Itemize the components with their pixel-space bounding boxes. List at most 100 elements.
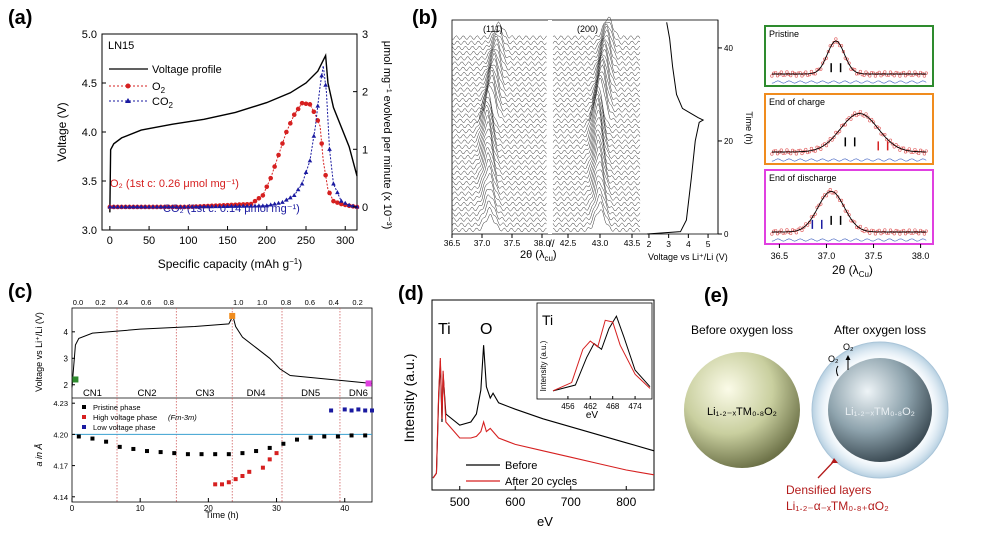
o2-point bbox=[335, 200, 340, 205]
a-xtick-label: 100 bbox=[179, 235, 197, 247]
inset-data-point bbox=[841, 203, 846, 207]
xrd-trace-200 bbox=[552, 161, 641, 196]
peak-111: (111) bbox=[483, 24, 503, 34]
c-top-tick: 0.4 bbox=[118, 298, 128, 307]
co2-point bbox=[268, 202, 273, 207]
volt-tick-label: 2 bbox=[647, 239, 652, 249]
panel-b-letter: (b) bbox=[412, 7, 438, 29]
inset-data-point bbox=[834, 190, 838, 194]
inset-data-point bbox=[907, 70, 911, 74]
inset-data-point bbox=[794, 152, 798, 156]
c-top-tick: 0.6 bbox=[305, 298, 315, 307]
lattice-point bbox=[267, 445, 272, 450]
panel-d-inset bbox=[536, 302, 653, 400]
inset-data-point bbox=[864, 112, 868, 116]
inset-data-point bbox=[819, 147, 823, 151]
lattice-point bbox=[240, 474, 245, 478]
lattice-point bbox=[131, 446, 136, 451]
panel-d-xlabel: eV bbox=[537, 514, 553, 529]
co2-point bbox=[252, 203, 258, 208]
inset-data-point bbox=[888, 228, 893, 232]
region-label: DN4 bbox=[247, 388, 266, 399]
o2-point bbox=[295, 106, 301, 112]
panel-c-ylabel-bottom: a in Å bbox=[34, 443, 44, 466]
xrd-trace-200 bbox=[552, 43, 641, 82]
lattice-point bbox=[145, 449, 149, 454]
inset-data-point bbox=[913, 147, 917, 152]
svg-text:O2: O2 bbox=[152, 81, 166, 95]
c-top-tick: 0.0 bbox=[73, 298, 83, 307]
lattice-point bbox=[308, 435, 313, 440]
co2-point bbox=[307, 158, 313, 163]
panel-e: (e) Before oxygen loss After oxygen loss… bbox=[684, 285, 949, 513]
a-xtick-label: 250 bbox=[297, 235, 315, 247]
co2-point bbox=[291, 192, 297, 198]
xrd-trace-111 bbox=[451, 109, 547, 150]
b-xtick-label: 43.0 bbox=[592, 238, 609, 248]
xrd-trace-111 bbox=[451, 84, 547, 124]
lattice-point bbox=[363, 408, 368, 413]
b-xtick-label: 37.0 bbox=[474, 238, 491, 248]
a-y2tick-label: 1 bbox=[362, 144, 368, 156]
marker-pristine bbox=[72, 376, 79, 383]
inset-xtick-label: 37.5 bbox=[865, 251, 883, 261]
co2-point bbox=[111, 204, 117, 209]
lattice-point bbox=[226, 480, 231, 485]
b-xtick-label: 43.5 bbox=[624, 238, 641, 248]
densified-label: Densified layers bbox=[786, 483, 871, 497]
co2-point bbox=[295, 187, 301, 192]
lattice-point bbox=[247, 469, 252, 474]
co2-point bbox=[335, 190, 340, 195]
xrd-trace-200 bbox=[552, 39, 641, 77]
inset-residual bbox=[771, 158, 927, 162]
lattice-point bbox=[76, 434, 81, 439]
xrd-trace-111 bbox=[451, 120, 547, 160]
c-top-tick: 0.6 bbox=[141, 298, 151, 307]
co2-point bbox=[123, 204, 128, 209]
inset-residual bbox=[771, 80, 927, 84]
inset-data-point bbox=[896, 229, 900, 233]
lattice-point bbox=[363, 433, 368, 438]
co2-point bbox=[174, 204, 179, 209]
inset-data-point bbox=[888, 70, 893, 74]
co2-point bbox=[280, 199, 285, 204]
inset-fit bbox=[771, 113, 927, 153]
lattice-point bbox=[322, 434, 327, 439]
xrd-trace-111 bbox=[451, 114, 547, 155]
lattice-point bbox=[356, 407, 361, 412]
lattice-point bbox=[233, 477, 238, 482]
xrd-trace-200 bbox=[552, 71, 641, 113]
co2-point bbox=[146, 204, 152, 209]
xrd-trace-111 bbox=[451, 158, 547, 191]
co2-point bbox=[119, 204, 124, 209]
svg-text:2θ (λcu): 2θ (λcu) bbox=[520, 249, 557, 263]
co2-point bbox=[107, 204, 113, 209]
xrd-trace-111 bbox=[451, 96, 547, 134]
inset-data-point bbox=[851, 67, 855, 71]
lattice-point bbox=[274, 451, 279, 456]
inset-data-point bbox=[864, 227, 868, 231]
inset-xtick-label: 462 bbox=[584, 402, 598, 411]
a-ytick-label: 3.0 bbox=[82, 225, 97, 237]
panel-e-letter: (e) bbox=[704, 285, 728, 307]
co2-point bbox=[131, 204, 136, 209]
xrd-trace-200 bbox=[552, 64, 641, 108]
xrd-trace-200 bbox=[552, 117, 641, 160]
co2-point bbox=[166, 204, 171, 209]
inset-label-ti: Ti bbox=[542, 312, 553, 328]
legend-pristine: Pristine phase bbox=[93, 403, 141, 412]
inset-data-point bbox=[832, 40, 836, 45]
panel-d-xticks: 500 600 700 800 bbox=[450, 486, 637, 509]
inset-ylabel: Intensity (a.u.) bbox=[539, 340, 548, 391]
inset-data-point bbox=[772, 229, 776, 233]
xrd-trace-111 bbox=[451, 172, 547, 202]
panel-d-letter: (d) bbox=[398, 283, 424, 305]
inset-data-point bbox=[824, 144, 829, 148]
o2-point bbox=[288, 121, 293, 126]
c-top-tick: 0.2 bbox=[95, 298, 105, 307]
o2-point bbox=[264, 184, 270, 190]
inset-data-point bbox=[913, 228, 917, 232]
xrd-trace-200 bbox=[552, 49, 641, 87]
o2-point bbox=[260, 193, 266, 198]
a-xtick-label: 150 bbox=[218, 235, 236, 247]
